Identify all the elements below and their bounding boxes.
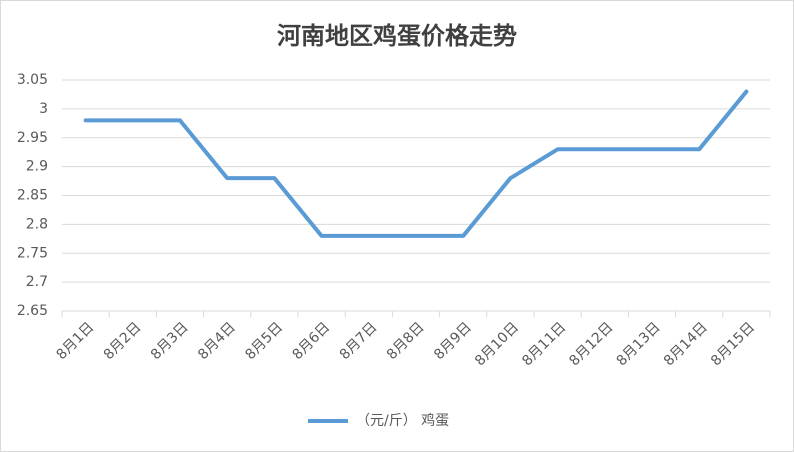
y-tick-label: 2.75 (17, 245, 48, 261)
y-tick-label: 2.85 (17, 188, 48, 204)
y-tick-label: 2.9 (26, 159, 48, 175)
y-tick-label: 3 (39, 101, 48, 117)
y-tick-label: 3.05 (17, 72, 48, 88)
y-tick-label: 2.7 (26, 274, 48, 290)
chart-title: 河南地区鸡蛋价格走势 (277, 22, 517, 50)
y-tick-label: 2.95 (17, 130, 48, 146)
legend-label: （元/斤） 鸡蛋 (356, 412, 449, 429)
y-tick-label: 2.65 (17, 303, 48, 319)
y-tick-label: 2.8 (26, 216, 48, 232)
series-line (83, 89, 749, 238)
